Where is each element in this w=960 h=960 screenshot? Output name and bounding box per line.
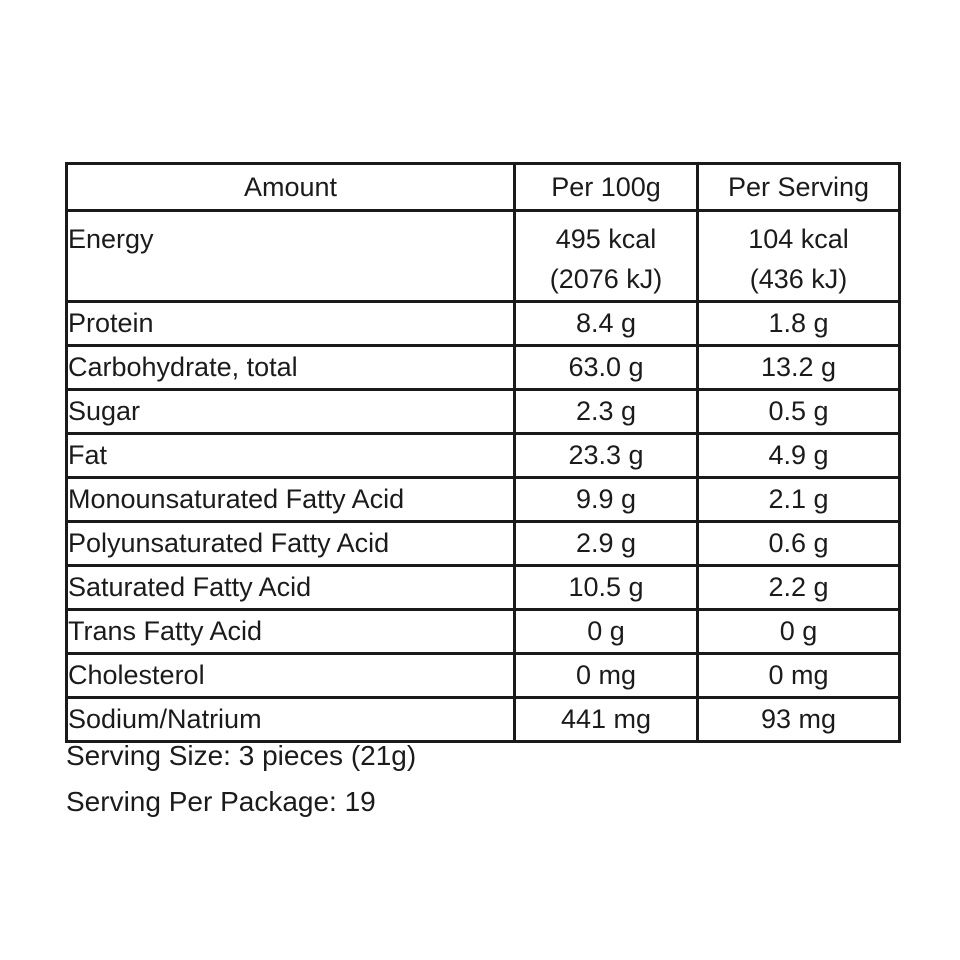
row-label: Fat [65, 432, 516, 479]
table-row: Sodium/Natrium 441 mg 93 mg [65, 696, 901, 743]
column-header-per-serving: Per Serving [696, 162, 901, 212]
per-100g-value: 441 mg [513, 696, 699, 743]
per-100g-value: 9.9 g [513, 476, 699, 523]
row-label: Sugar [65, 388, 516, 435]
column-header-amount: Amount [65, 162, 516, 212]
per-serving-value: 4.9 g [696, 432, 901, 479]
nutrition-table-container: Amount Per 100g Per Serving Energy 495 kc… [65, 162, 901, 743]
table-row: Carbohydrate, total 63.0 g 13.2 g [65, 344, 901, 391]
serving-per-package-note: Serving Per Package: 19 [66, 786, 376, 817]
table-row: Energy 495 kcal (2076 kJ) 104 kcal (436 kJ… [65, 209, 901, 303]
table-row: Protein 8.4 g 1.8 g [65, 300, 901, 347]
table-row: Fat 23.3 g 4.9 g [65, 432, 901, 479]
per-100g-value: 2.3 g [513, 388, 699, 435]
row-label: Saturated Fatty Acid [65, 564, 516, 611]
row-label: Cholesterol [65, 652, 516, 699]
per-serving-value: 0 mg [696, 652, 901, 699]
row-label: Trans Fatty Acid [65, 608, 516, 655]
per-100g-value: 495 kcal (2076 kJ) [513, 209, 699, 303]
per-serving-value: 1.8 g [696, 300, 901, 347]
row-label: Protein [65, 300, 516, 347]
row-label: Monounsaturated Fatty Acid [65, 476, 516, 523]
per-100g-value: 23.3 g [513, 432, 699, 479]
column-header-per-100g: Per 100g [513, 162, 699, 212]
per-100g-value: 63.0 g [513, 344, 699, 391]
per-100g-value: 2.9 g [513, 520, 699, 567]
per-100g-value: 0 mg [513, 652, 699, 699]
per-serving-value: 2.1 g [696, 476, 901, 523]
row-label: Energy [65, 209, 516, 303]
table-row: Cholesterol 0 mg 0 mg [65, 652, 901, 699]
table-row: Sugar 2.3 g 0.5 g [65, 388, 901, 435]
per-serving-value: 93 mg [696, 696, 901, 743]
row-label: Sodium/Natrium [65, 696, 516, 743]
row-label: Polyunsaturated Fatty Acid [65, 520, 516, 567]
nutrition-table-header: Amount Per 100g Per Serving [65, 162, 901, 212]
per-100g-value: 8.4 g [513, 300, 699, 347]
per-serving-value: 0.5 g [696, 388, 901, 435]
per-100g-value: 10.5 g [513, 564, 699, 611]
per-serving-value: 2.2 g [696, 564, 901, 611]
per-serving-value: 0 g [696, 608, 901, 655]
per-serving-value: 13.2 g [696, 344, 901, 391]
table-row: Polyunsaturated Fatty Acid 2.9 g 0.6 g [65, 520, 901, 567]
per-100g-value: 0 g [513, 608, 699, 655]
nutrition-table-body: Energy 495 kcal (2076 kJ) 104 kcal (436 kJ… [65, 209, 901, 743]
per-serving-value: 0.6 g [696, 520, 901, 567]
header-row: Amount Per 100g Per Serving [65, 162, 901, 212]
serving-size-note: Serving Size: 3 pieces (21g) [66, 740, 417, 771]
table-row: Saturated Fatty Acid 10.5 g 2.2 g [65, 564, 901, 611]
nutrition-table: Amount Per 100g Per Serving Energy 495 kc… [65, 162, 901, 743]
table-row: Monounsaturated Fatty Acid 9.9 g 2.1 g [65, 476, 901, 523]
row-label: Carbohydrate, total [65, 344, 516, 391]
per-serving-value: 104 kcal (436 kJ) [696, 209, 901, 303]
